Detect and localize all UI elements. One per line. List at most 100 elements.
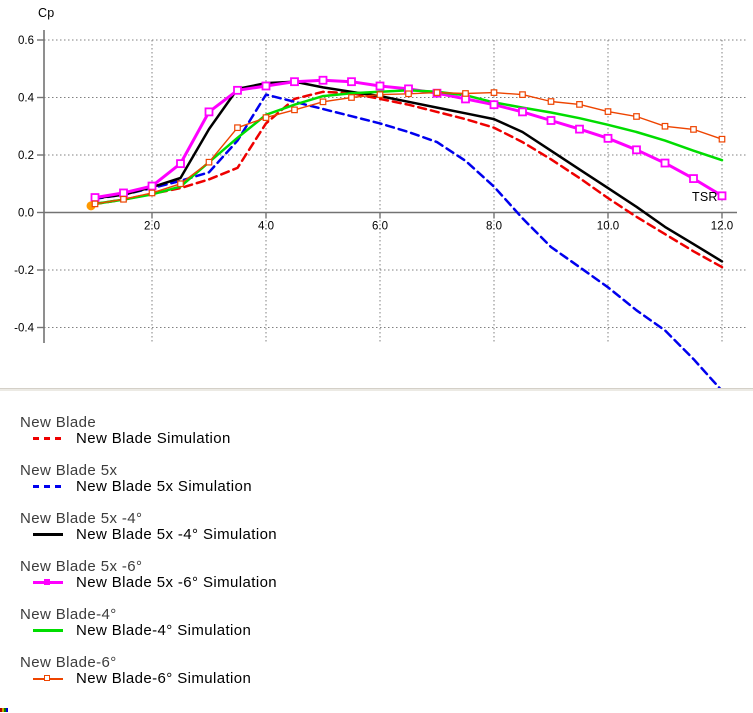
series-marker (518, 107, 527, 117)
x-axis-title: TSR (692, 190, 718, 204)
series-marker (205, 158, 213, 166)
legend-item-label: New Blade-6° Simulation (76, 670, 252, 687)
series-marker (546, 116, 556, 125)
series-marker (261, 81, 271, 91)
legend-swatch-marker (44, 579, 50, 585)
series-marker (433, 89, 441, 96)
series-marker (489, 100, 499, 110)
legend-item: New Blade 5x Simulation (33, 479, 720, 494)
series-marker (633, 113, 640, 120)
legend-series-title: New Blade-4° (20, 606, 117, 623)
legend-item-label: New Blade 5x -4° Simulation (76, 526, 278, 543)
series-marker (204, 107, 214, 117)
series-marker (717, 191, 727, 201)
series-marker (91, 200, 99, 208)
legend-group-new-blade-6deg: New Blade-6° New Blade-6° Simulation (20, 655, 720, 686)
corner-pixel (2, 708, 4, 712)
x-tick-label: 4.0 (258, 221, 274, 233)
legend-swatch (33, 482, 63, 491)
legend-swatch (33, 578, 63, 587)
legend-item: New Blade 5x -6° Simulation (33, 575, 720, 590)
legend-item-label: New Blade Simulation (76, 430, 231, 447)
legend-swatch-line (33, 629, 63, 632)
series-marker (119, 188, 128, 198)
series-marker (319, 98, 327, 106)
legend-swatch (33, 674, 63, 683)
y-tick-label: 0.0 (18, 208, 34, 220)
legend-group-new-blade-5x-4deg: New Blade 5x -4° New Blade 5x -4° Simula… (20, 511, 720, 542)
legend-series-title: New Blade 5x -4° (20, 510, 143, 527)
corner-pixel (6, 708, 8, 712)
y-tick-label: 0.4 (18, 93, 35, 105)
section-divider (0, 388, 753, 392)
legend-swatch (33, 626, 63, 635)
legend-group-new-blade-4deg: New Blade-4° New Blade-4° Simulation (20, 607, 720, 638)
series-marker (718, 135, 726, 143)
x-tick-label: 6.0 (372, 221, 388, 233)
series-marker (375, 81, 385, 91)
series-marker (347, 77, 356, 87)
y-tick-label: 0.6 (18, 35, 34, 47)
series-marker (462, 90, 469, 97)
legend-item: New Blade Simulation (33, 431, 720, 446)
legend-group-new-blade-5x-6deg: New Blade 5x -6° New Blade 5x -6° Simula… (20, 559, 720, 590)
series-marker (604, 108, 612, 115)
legend-swatch-line (33, 533, 63, 536)
legend-swatch-line (33, 485, 63, 488)
legend-item: New Blade 5x -4° Simulation (33, 527, 720, 542)
series-marker (576, 101, 583, 108)
series-marker (490, 89, 498, 96)
series-marker (177, 180, 184, 188)
x-tick-label: 12.0 (711, 221, 733, 233)
legend-series-title: New Blade-6° (20, 654, 117, 671)
series-marker (176, 159, 185, 169)
series-marker (318, 75, 328, 85)
x-tick-label: 2.0 (144, 221, 160, 233)
y-tick-label: 0.2 (18, 150, 34, 162)
legend-item: New Blade-4° Simulation (33, 623, 720, 638)
x-tick-label: 10.0 (597, 221, 619, 233)
series-marker (120, 195, 127, 203)
series-marker (147, 181, 157, 191)
legend-item: New Blade-6° Simulation (33, 671, 720, 686)
series-marker (348, 94, 355, 101)
legend-swatch (33, 530, 63, 539)
series-marker (262, 114, 270, 121)
series-marker (376, 91, 384, 98)
cp-tsr-chart: 0.6 0.4 0.2 0.0 -0.2 -0.4 2.0 4.0 6.0 8.0 10.0 12.0 (14, 30, 746, 392)
legend-group-new-blade-5x: New Blade 5x New Blade 5x Simulation (20, 463, 720, 494)
series-marker (603, 133, 613, 143)
series-marker (290, 77, 299, 87)
series-marker (291, 106, 298, 114)
corner-pixel (0, 708, 2, 712)
legend-series-title: New Blade (20, 414, 97, 431)
series-marker (632, 145, 641, 155)
legend-series-title: New Blade 5x (20, 462, 118, 479)
series-marker (519, 91, 526, 98)
y-axis-title: Cp (38, 6, 55, 20)
legend-item-label: New Blade-4° Simulation (76, 622, 252, 639)
series-marker (660, 158, 670, 168)
legend-series-title: New Blade 5x -6° (20, 558, 143, 575)
series-marker (234, 124, 241, 132)
legend-group-new-blade: New Blade New Blade Simulation (20, 415, 720, 446)
series-marker (148, 189, 156, 197)
corner-pixels-artifact (0, 708, 8, 712)
y-tick-label: -0.4 (14, 323, 34, 335)
x-tick-label: 8.0 (486, 221, 502, 233)
series-marker (690, 126, 697, 133)
legend-item-label: New Blade 5x Simulation (76, 478, 252, 495)
series-marker (233, 85, 242, 95)
legend-swatch (33, 434, 63, 443)
series-line (93, 90, 724, 269)
series-line (93, 80, 724, 263)
corner-pixel (4, 708, 6, 712)
series-marker (689, 174, 698, 183)
series-line (93, 93, 724, 392)
series-marker (90, 193, 100, 202)
series-marker (547, 98, 555, 105)
legend-swatch-marker (44, 675, 50, 681)
series-marker (405, 90, 412, 98)
series-marker (575, 124, 584, 134)
